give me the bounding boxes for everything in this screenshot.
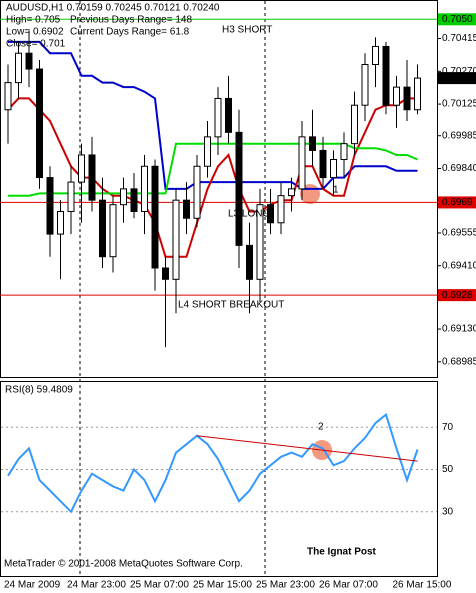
candle-body: [225, 97, 232, 133]
y-tick-label: 0.69840: [442, 163, 476, 174]
x-tick-label: 25 Mar 07:00: [130, 580, 189, 591]
candle-body: [78, 154, 85, 183]
rsi-title: RSI(8) 59.4809: [5, 385, 73, 396]
y-tick-label: 0.69130: [442, 324, 476, 335]
candle-body: [393, 86, 400, 106]
y-tick-label: 50: [442, 464, 454, 475]
rsi-panel: [0, 381, 438, 577]
candle-body: [162, 267, 169, 280]
candle-body: [46, 177, 54, 235]
y-tick-label: 70: [442, 422, 454, 433]
rsi-line: [7, 412, 419, 514]
candle-body: [57, 210, 64, 235]
candle-body: [120, 188, 127, 206]
annotation: 2: [318, 422, 324, 433]
candle-body: [183, 199, 190, 219]
y-tick-label: 0.70415: [442, 33, 476, 44]
candle-body: [130, 188, 138, 212]
y-tick-label: 0.68985: [442, 356, 476, 367]
x-tick-label: 25 Mar 15:00: [193, 580, 252, 591]
candle-body: [267, 204, 274, 224]
candle-body: [25, 52, 33, 70]
candle-body: [330, 158, 337, 179]
level-label: 0.7050: [442, 14, 473, 25]
candle-body: [414, 77, 421, 111]
candle-body: [36, 68, 43, 179]
candle-body: [403, 86, 411, 111]
x-tick-label: 26 Mar 15:00: [393, 580, 452, 591]
x-tick-label: 25 Mar 23:00: [256, 580, 315, 591]
header-text: Close= 0.701: [6, 39, 66, 50]
level-box: [438, 72, 476, 85]
x-tick-label: 24 Mar 2009: [4, 580, 61, 591]
level-label: 0.6969: [442, 197, 473, 208]
candle-body: [361, 64, 369, 106]
candle-body: [288, 188, 295, 197]
candle-body: [246, 244, 253, 280]
price-panel: [0, 0, 438, 378]
y-tick-label: 0.70270: [442, 66, 476, 77]
indicator-line: [8, 142, 418, 197]
header-text: Previous Days Range= 148: [70, 15, 192, 26]
level-box: [438, 289, 476, 302]
candle-body: [340, 143, 348, 160]
level-box: [438, 13, 476, 26]
candle-body: [141, 165, 148, 212]
trend-line: [196, 435, 418, 462]
x-tick-label: 26 Mar 07:00: [319, 580, 378, 591]
annotation: H3 SHORT: [222, 25, 272, 36]
candle-body: [88, 154, 96, 201]
level-box: [438, 196, 476, 209]
candle-body: [214, 97, 222, 138]
candle-body: [235, 131, 243, 246]
candle-body: [309, 136, 316, 151]
annotation: 1: [333, 185, 339, 196]
candle-body: [151, 165, 159, 269]
y-tick-label: 30: [442, 506, 454, 517]
candle-body: [277, 195, 285, 224]
candle-body: [256, 204, 264, 280]
header-text: AUDUSD,H1 0.70159 0.70245 0.70121 0.7024…: [6, 3, 220, 14]
candle-body: [382, 45, 390, 106]
candle-body: [351, 104, 358, 145]
footer-brand: The Ignat Post: [307, 547, 377, 558]
y-tick-label: 0.70125: [442, 99, 476, 110]
candle-body: [172, 199, 180, 280]
candle-body: [298, 136, 306, 190]
y-tick-label: 0.69555: [442, 228, 476, 239]
annotation: L4 SHORT BREAKOUT: [178, 300, 284, 311]
candle-body: [193, 165, 201, 219]
candle-body: [319, 149, 327, 179]
footer-text: MetaTrader © 2001-2008 MetaQuotes Softwa…: [4, 559, 243, 570]
y-tick-label: 0.69985: [442, 130, 476, 141]
indicator-line: [7, 97, 418, 258]
candle-body: [372, 45, 379, 66]
x-tick-label: 24 Mar 23:00: [67, 580, 126, 591]
candle-body: [99, 199, 106, 258]
candle-body: [67, 181, 75, 212]
level-label: 0.70240: [442, 73, 476, 84]
header-text: Low= 0.6902: [6, 27, 64, 38]
candle-body: [4, 82, 12, 111]
header-text: Current Days Range= 61.8: [70, 27, 190, 38]
level-label: 0.6928: [442, 290, 473, 301]
candle-body: [15, 52, 22, 84]
y-tick-label: 0.69410: [442, 260, 476, 271]
header-text: High= 0.705: [6, 15, 61, 26]
annotation: L3 LONG: [228, 209, 270, 220]
candle-body: [109, 204, 117, 258]
candle-body: [204, 136, 211, 167]
